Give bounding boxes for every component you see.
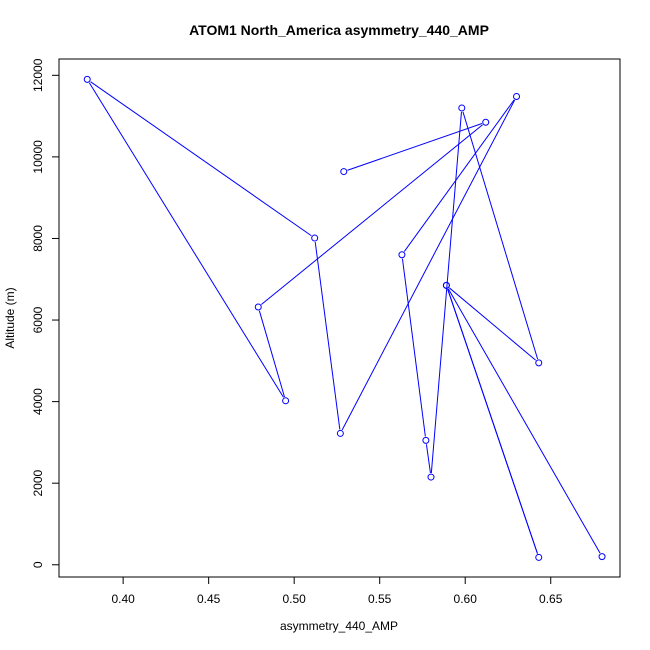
series-line-segment [403, 99, 515, 252]
data-point [282, 397, 290, 405]
data-point [427, 473, 435, 481]
data-point [254, 303, 262, 311]
data-point [458, 104, 466, 112]
series-line-segment [447, 288, 601, 554]
series-line-segment [401, 258, 426, 437]
series-line-segment [347, 123, 483, 171]
y-tick-label: 2000 [31, 470, 45, 497]
data-point [336, 429, 344, 437]
data-point [535, 359, 543, 367]
data-point [398, 251, 406, 259]
y-tick-label: 6000 [31, 306, 45, 333]
series-line-segment [258, 310, 285, 398]
series-line-segment [88, 82, 284, 398]
chart-title: ATOM1 North_America asymmetry_440_AMP [189, 22, 489, 38]
x-axis-label: asymmetry_440_AMP [280, 619, 398, 633]
series-line-segment [90, 81, 312, 237]
data-point [311, 234, 319, 242]
y-tick-label: 12000 [31, 58, 45, 92]
data-point [598, 553, 606, 561]
data-point [340, 168, 348, 176]
x-tick-label: 0.50 [282, 592, 306, 606]
data-point [535, 553, 543, 561]
x-tick-label: 0.45 [197, 592, 221, 606]
x-tick-label: 0.40 [111, 592, 135, 606]
y-axis-label: Altitude (m) [3, 287, 17, 348]
series-line-segment [261, 124, 483, 305]
series-line-segment [430, 111, 462, 474]
series-line-segment [341, 99, 516, 431]
series-line-segment [425, 444, 431, 474]
data-point [442, 281, 450, 289]
x-axis: 0.40 0.45 0.50 0.55 0.60 0.65 [111, 576, 563, 606]
data-point [482, 118, 490, 126]
data-point [83, 75, 91, 83]
data-point [513, 93, 521, 101]
series-line-segment [314, 241, 341, 430]
y-tick-label: 4000 [31, 388, 45, 415]
data-point [422, 436, 430, 444]
series-layer [83, 75, 606, 561]
series-line-segment [447, 288, 538, 554]
x-tick-label: 0.65 [539, 592, 563, 606]
series-line-segment [462, 111, 539, 360]
plot-frame [58, 58, 621, 578]
y-tick-label: 0 [31, 561, 45, 568]
y-axis: 0 2000 4000 6000 8000 10000 12000 [31, 58, 60, 568]
series-line-segment [449, 287, 537, 361]
y-tick-label: 10000 [31, 140, 45, 174]
y-tick-label: 8000 [31, 225, 45, 252]
x-tick-label: 0.60 [454, 592, 478, 606]
x-tick-label: 0.55 [368, 592, 392, 606]
